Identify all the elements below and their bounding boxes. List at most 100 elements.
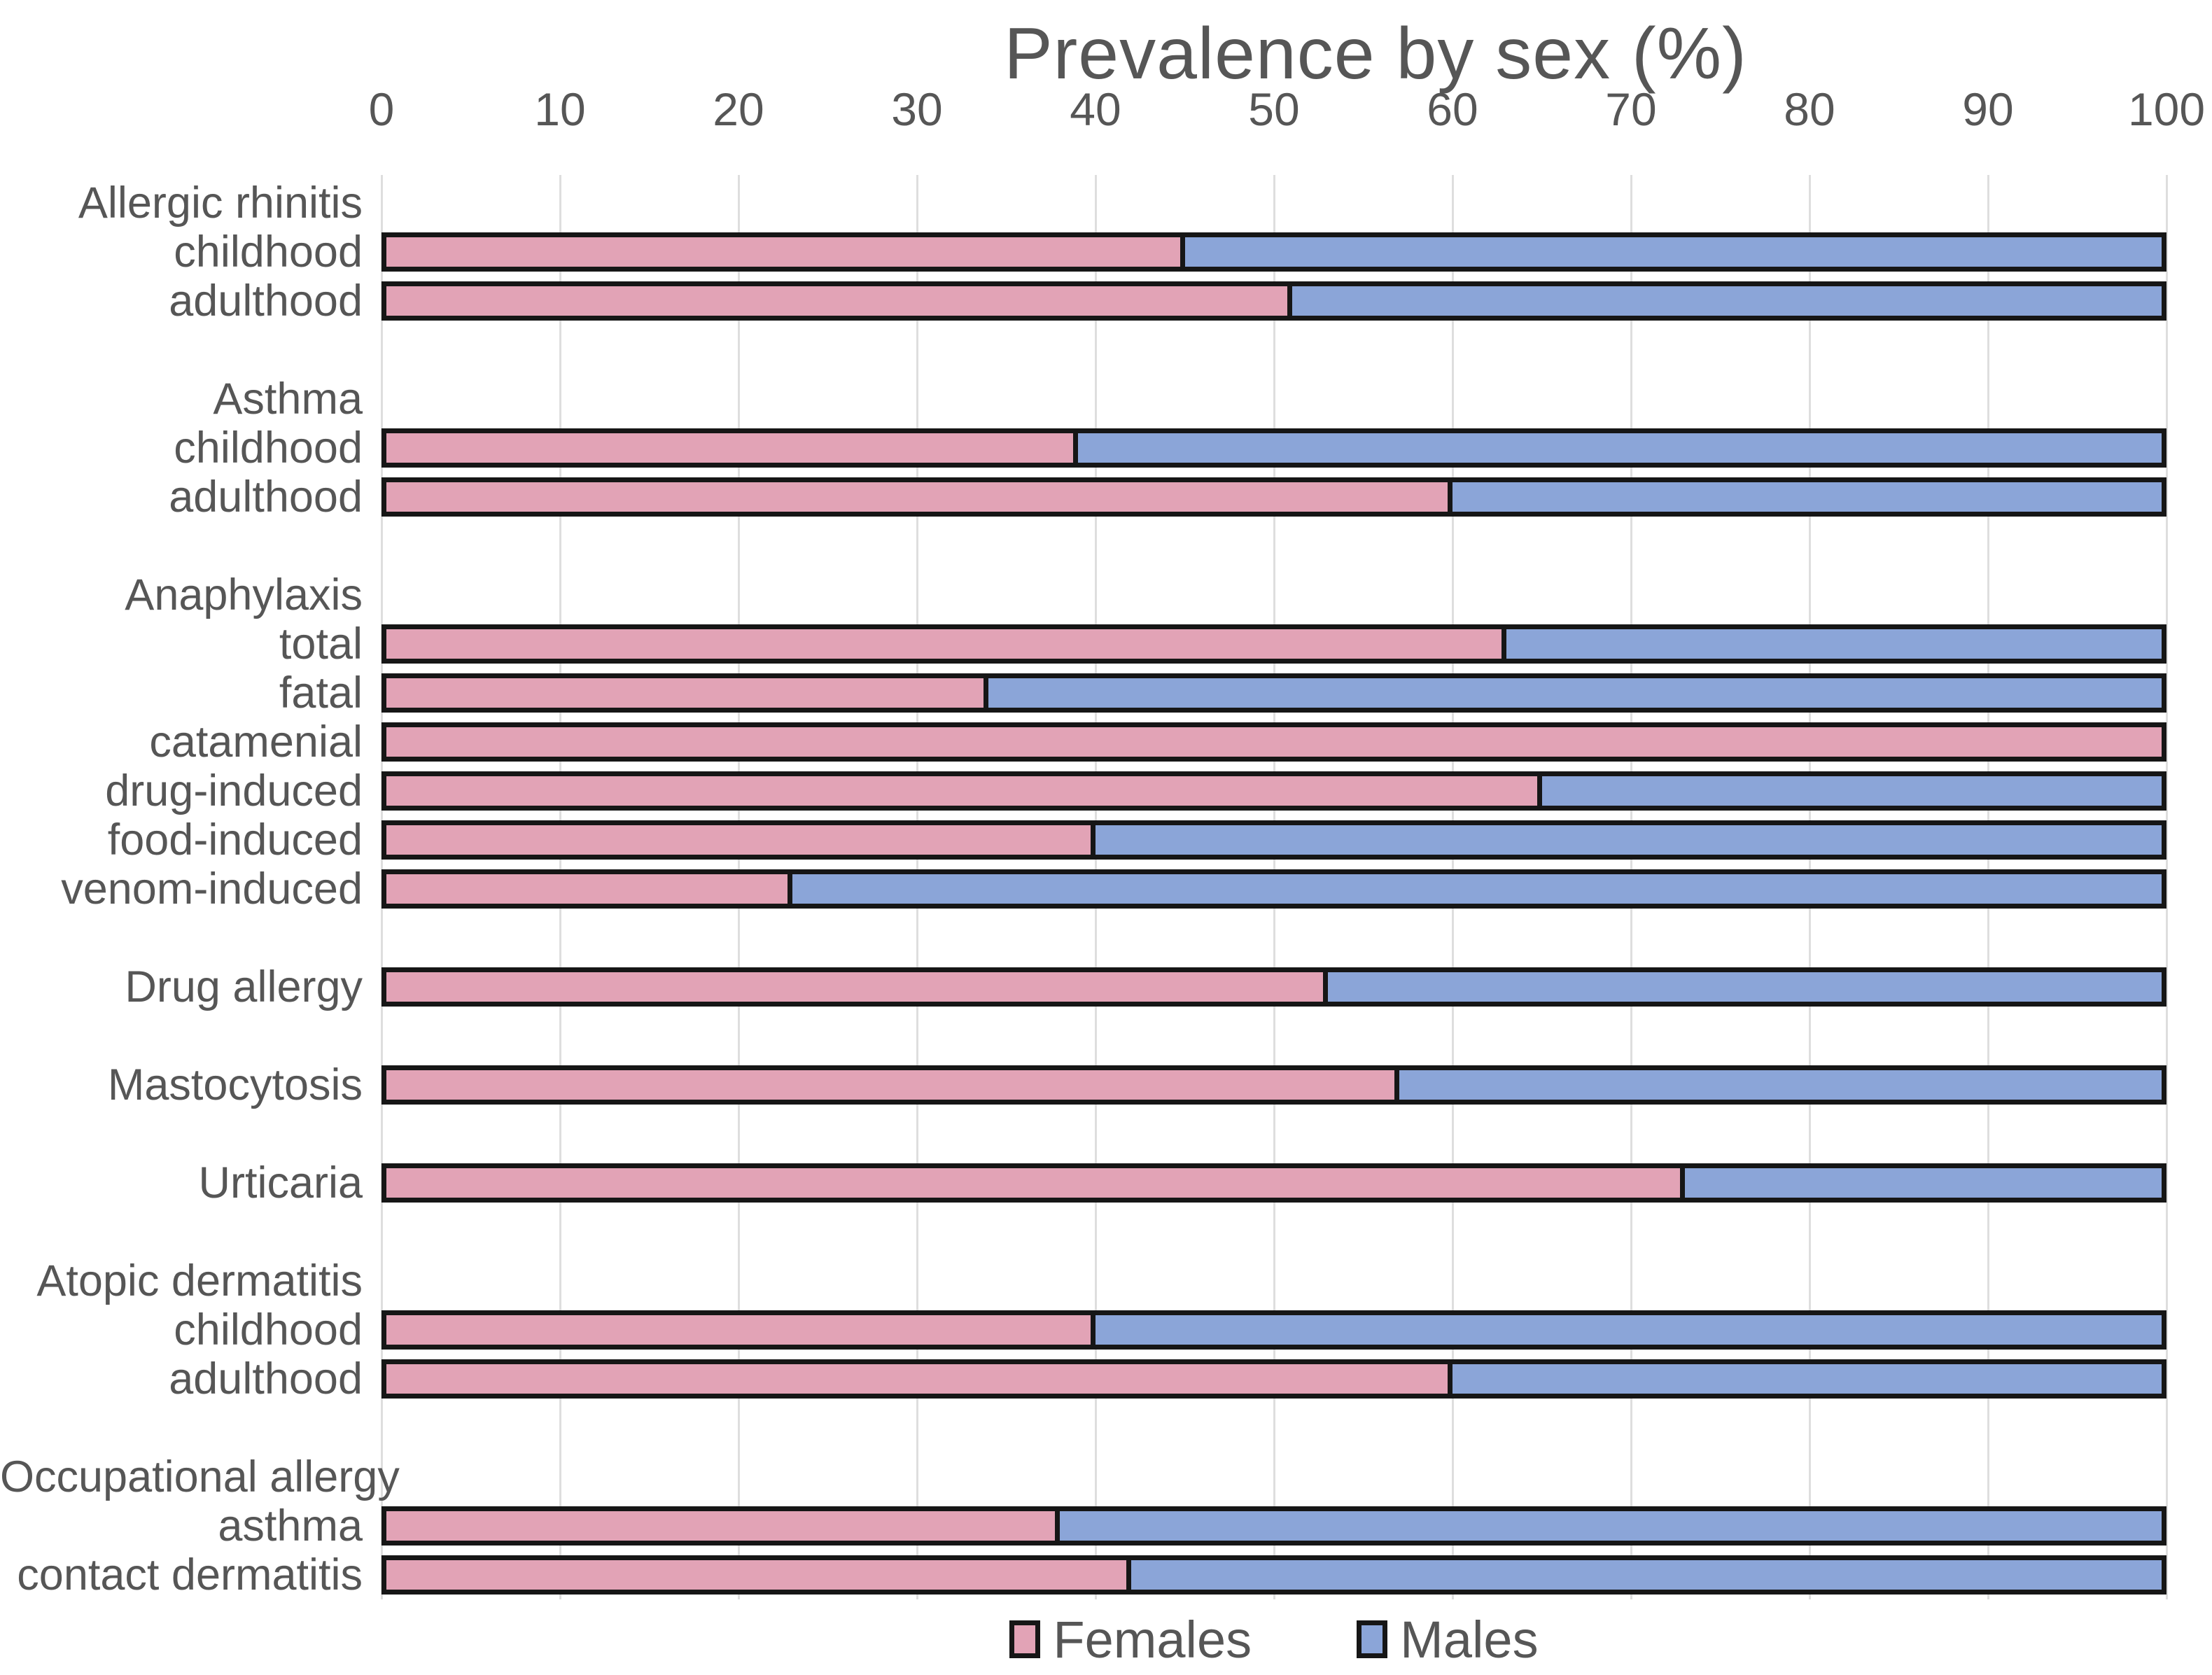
x-axis-tick-labels: 0 10 20 30 40 50 60 70 80 90 100 [369, 83, 2205, 139]
bar-track [382, 1506, 2166, 1546]
spacer-row [0, 1109, 2212, 1158]
bar-row: childhood [0, 423, 2212, 472]
x-tick-label-30: 30 [891, 83, 943, 135]
females-segment [382, 281, 1292, 321]
spacer-row [0, 1011, 2212, 1060]
males-segment [1322, 967, 2166, 1007]
row-label: asthma [218, 1501, 363, 1550]
group-header-row: Atopic dermatitis [0, 1256, 2212, 1305]
females-segment [382, 673, 988, 713]
row-label: adulthood [169, 472, 363, 521]
group-header-label: Atopic dermatitis [36, 1256, 363, 1305]
females-swatch [1009, 1620, 1041, 1658]
row-label: drug-induced [105, 766, 363, 815]
males-segment [1679, 1163, 2166, 1203]
females-segment [382, 1359, 1452, 1399]
group-header-label: Occupational allergy [0, 1452, 400, 1501]
bar-track [382, 771, 2166, 811]
group-header-row: Asthma [0, 374, 2212, 423]
females-segment [382, 624, 1506, 664]
x-tick-label-80: 80 [1784, 83, 1835, 135]
row-label: childhood [174, 1305, 363, 1354]
females-segment [382, 477, 1452, 517]
bar-track [382, 1359, 2166, 1399]
females-segment [382, 967, 1328, 1007]
row-label: contact dermatitis [17, 1550, 363, 1599]
males-segment [787, 869, 2166, 909]
spacer-row [0, 1207, 2212, 1256]
bar-row: adulthood [0, 472, 2212, 521]
gridline-100 [2166, 175, 2168, 1599]
males-segment [1055, 1506, 2166, 1546]
spacer-row [0, 913, 2212, 962]
bar-row: contact dermatitis [0, 1550, 2212, 1599]
males-segment [1448, 1359, 2166, 1399]
males-segment [1536, 771, 2166, 811]
x-tick-label-10: 10 [534, 83, 586, 135]
females-segment [382, 1310, 1096, 1350]
females-segment [382, 820, 1096, 860]
row-label: Mastocytosis [107, 1060, 363, 1109]
group-header-row: Allergic rhinitis [0, 178, 2212, 227]
females-segment [382, 869, 792, 909]
group-header-row: Occupational allergy [0, 1452, 2212, 1501]
x-tick-label-20: 20 [713, 83, 764, 135]
x-tick-label-50: 50 [1248, 83, 1300, 135]
row-label: Urticaria [198, 1158, 363, 1207]
spacer-row [0, 325, 2212, 374]
group-header-label: Allergic rhinitis [78, 178, 363, 227]
bar-track [382, 624, 2166, 664]
bar-row: childhood [0, 1305, 2212, 1354]
row-label: total [279, 619, 363, 668]
bar-track [382, 1163, 2166, 1203]
row-label: venom-induced [61, 864, 363, 913]
females-segment [382, 1163, 1685, 1203]
x-tick-label-60: 60 [1427, 83, 1478, 135]
row-label: adulthood [169, 276, 363, 325]
males-segment [983, 673, 2166, 713]
females-segment [382, 722, 2166, 762]
bar-row: asthma [0, 1501, 2212, 1550]
bar-track [382, 1555, 2166, 1595]
row-label: catamenial [149, 717, 363, 766]
row-label: childhood [174, 227, 363, 276]
males-segment [1091, 1310, 2166, 1350]
males-swatch [1357, 1620, 1388, 1658]
females-segment [382, 771, 1542, 811]
spacer-row [0, 521, 2212, 570]
row-label: food-induced [107, 815, 363, 864]
group-header-label: Asthma [213, 374, 363, 423]
bar-track [382, 1065, 2166, 1105]
bar-track [382, 281, 2166, 321]
x-tick-label-90: 90 [1962, 83, 2014, 135]
row-label: Drug allergy [125, 962, 363, 1011]
row-label: fatal [279, 668, 363, 717]
bar-track [382, 673, 2166, 713]
legend-entry-males: Males [1357, 1610, 1539, 1669]
x-tick-label-70: 70 [1605, 83, 1657, 135]
bar-row: adulthood [0, 276, 2212, 325]
bar-track [382, 967, 2166, 1007]
bar-row: food-induced [0, 815, 2212, 864]
males-segment [1448, 477, 2166, 517]
bar-track [382, 428, 2166, 468]
males-segment [1126, 1555, 2166, 1595]
bar-row: catamenial [0, 717, 2212, 766]
group-header-label: Anaphylaxis [125, 570, 363, 619]
bar-row: fatal [0, 668, 2212, 717]
bar-track [382, 722, 2166, 762]
legend: Females Males [382, 1604, 2166, 1674]
males-segment [1501, 624, 2166, 664]
bar-row: venom-induced [0, 864, 2212, 913]
x-tick-label-100: 100 [2127, 83, 2206, 135]
males-legend-label: Males [1400, 1610, 1539, 1669]
bar-track [382, 232, 2166, 272]
bar-row: Drug allergy [0, 962, 2212, 1011]
males-segment [1394, 1065, 2166, 1105]
bar-rows: Allergic rhinitis childhood adulthood Asthm… [0, 178, 2212, 1603]
spacer-row [0, 1403, 2212, 1452]
bar-row: total [0, 619, 2212, 668]
legend-entry-females: Females [1009, 1610, 1252, 1669]
males-segment [1287, 281, 2166, 321]
